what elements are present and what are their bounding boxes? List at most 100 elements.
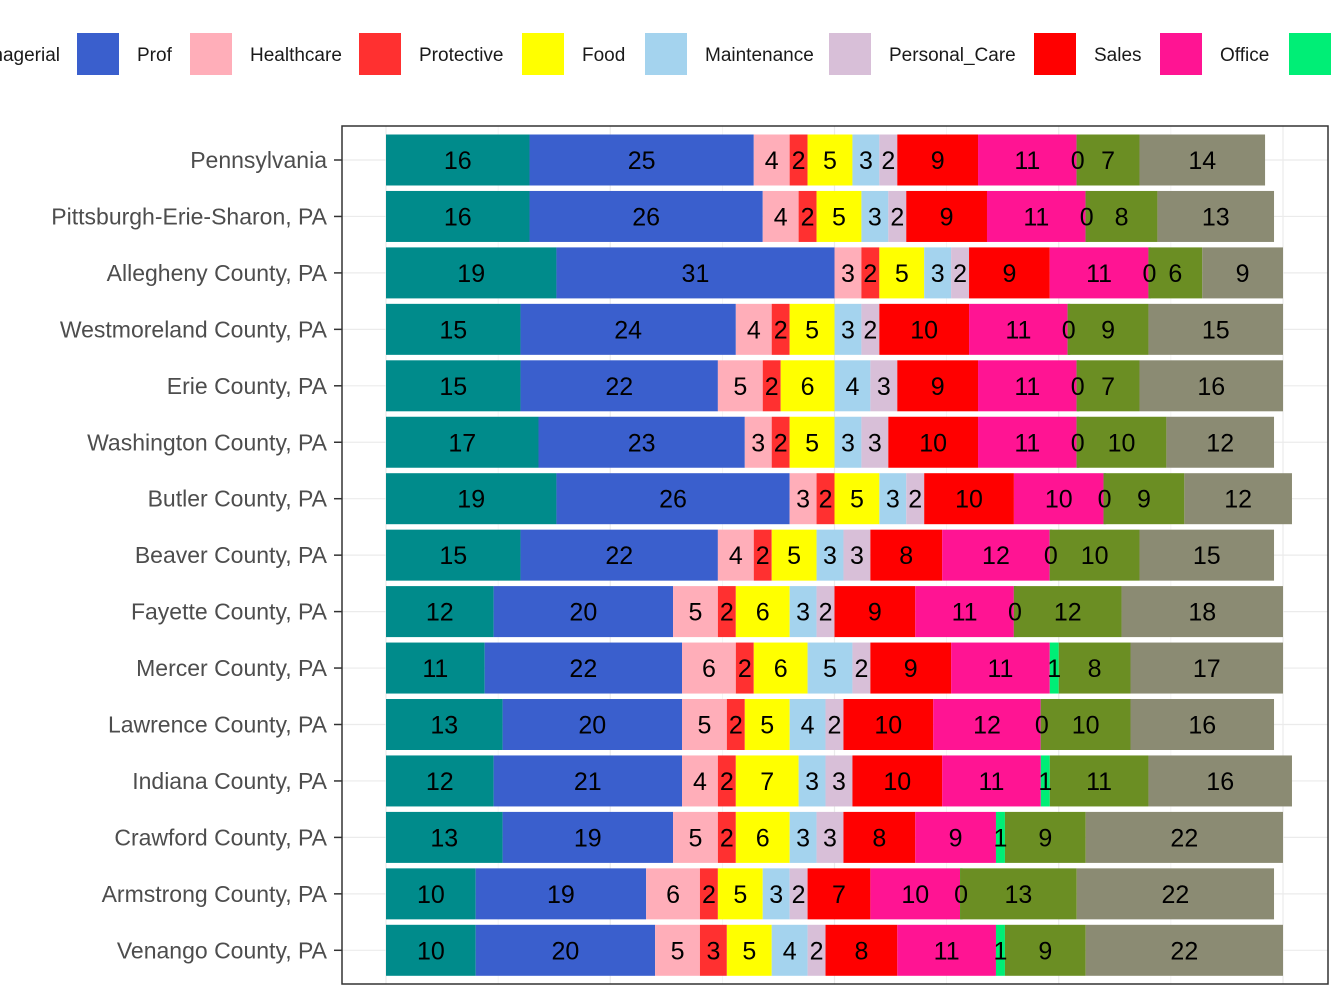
data-label: 4	[729, 542, 743, 570]
data-label: 11	[934, 937, 960, 965]
data-label: 15	[439, 316, 467, 344]
bar-segment-healthcare	[762, 190, 799, 242]
data-label: 3	[841, 316, 855, 344]
data-label: 9	[868, 599, 882, 627]
data-label: 11	[952, 599, 978, 627]
bar-segment-production	[1139, 529, 1275, 581]
bar-segment-construction	[1049, 529, 1140, 581]
bar-segment-production	[1202, 247, 1283, 299]
data-label: 9	[1038, 937, 1052, 965]
bar-segment-maintenance	[816, 529, 844, 581]
data-label: 9	[949, 824, 963, 852]
bar-segment-office	[978, 360, 1077, 412]
data-label: 6	[1168, 260, 1182, 288]
bar-segment-sales	[897, 134, 979, 186]
bar-segment-food	[807, 134, 853, 186]
data-label: 0	[1071, 373, 1085, 401]
data-label: 11	[1014, 429, 1040, 457]
bar-segment-managerial	[386, 190, 530, 242]
data-label: 7	[832, 881, 846, 909]
bar-segment-office	[986, 190, 1086, 242]
data-label: 16	[1206, 768, 1234, 796]
y-tick-label: Washington County, PA	[87, 429, 328, 455]
data-label: 10	[955, 486, 983, 514]
data-label: 1	[1038, 768, 1052, 796]
bar-segment-protective	[726, 699, 745, 750]
bar-segment-prof	[493, 755, 683, 807]
data-label: 1	[1047, 655, 1061, 683]
data-label: 11	[1005, 316, 1031, 344]
legend-label-office: Office	[1220, 45, 1269, 66]
bar-segment-protective	[771, 416, 790, 468]
bar-segment-managerial	[386, 642, 485, 694]
legend-label-prof: Prof	[137, 45, 173, 66]
data-label: 10	[901, 881, 929, 909]
bar-segment-sales	[879, 303, 970, 355]
data-label: 3	[769, 881, 783, 909]
legend-key-personal-care	[829, 33, 871, 75]
data-label: 16	[1188, 712, 1216, 740]
data-label: 26	[659, 486, 687, 514]
bar-segment-construction	[1040, 699, 1131, 750]
bar-segment-managerial	[386, 247, 557, 299]
data-label: 20	[551, 937, 579, 965]
data-label: 20	[578, 712, 606, 740]
bar-segment-prof	[520, 303, 736, 355]
data-label: 3	[823, 542, 837, 570]
bar-segment-production	[1130, 642, 1283, 694]
bar-segment-sales	[906, 190, 987, 242]
bar-segment-construction	[1076, 134, 1140, 186]
bar-segment-healthcare	[646, 868, 700, 920]
data-label: 9	[1137, 486, 1151, 514]
data-label: 2	[774, 316, 788, 344]
data-label: 17	[448, 429, 476, 457]
data-label: 2	[890, 203, 904, 231]
data-label: 4	[765, 147, 779, 175]
bar-segment-healthcare	[682, 755, 718, 807]
y-tick-label: Butler County, PA	[148, 486, 328, 512]
bar-segment-maintenance	[924, 247, 952, 299]
data-label: 0	[1071, 429, 1085, 457]
data-label: 3	[832, 768, 846, 796]
data-label: 11	[422, 655, 448, 683]
data-label: 8	[1115, 203, 1129, 231]
bar-segment-managerial	[386, 360, 521, 412]
bar-segment-maintenance	[834, 303, 862, 355]
legend-key-healthcare	[190, 33, 232, 75]
data-label: 0	[954, 881, 968, 909]
legend-label-healthcare: Healthcare	[250, 45, 342, 66]
data-label: 2	[792, 147, 806, 175]
data-label: 15	[1193, 542, 1221, 570]
data-label: 9	[931, 147, 945, 175]
bar-segment-protective	[816, 473, 835, 525]
data-label: 8	[872, 824, 886, 852]
bar-segment-managerial	[386, 868, 476, 920]
panel-border	[341, 125, 1329, 985]
data-label: 16	[444, 147, 472, 175]
data-label: 5	[689, 599, 703, 627]
bar-segment-construction	[1076, 416, 1167, 468]
data-label: 9	[1038, 824, 1052, 852]
bar-segment-personal-care	[870, 360, 898, 412]
data-label: 5	[823, 147, 837, 175]
bar-segment-farming	[1049, 642, 1059, 694]
y-tick-label: Erie County, PA	[167, 373, 328, 399]
y-tick-label: Armstrong County, PA	[102, 881, 328, 907]
data-label: 5	[850, 486, 864, 514]
bar-segment-maintenance	[834, 416, 862, 468]
data-label: 3	[868, 203, 882, 231]
data-label: 2	[953, 260, 967, 288]
bar-segment-production	[1184, 473, 1292, 525]
bar-segment-production	[1085, 811, 1283, 863]
data-label: 5	[689, 824, 703, 852]
bar-segment-personal-care	[888, 190, 907, 242]
data-label: 10	[1081, 542, 1109, 570]
data-label: 4	[693, 768, 707, 796]
bar-segment-sales	[834, 586, 916, 638]
data-label: 0	[1044, 542, 1058, 570]
bar-segment-sales	[843, 699, 934, 750]
data-label: 2	[738, 655, 752, 683]
data-label: 20	[569, 599, 597, 627]
data-label: 5	[895, 260, 909, 288]
